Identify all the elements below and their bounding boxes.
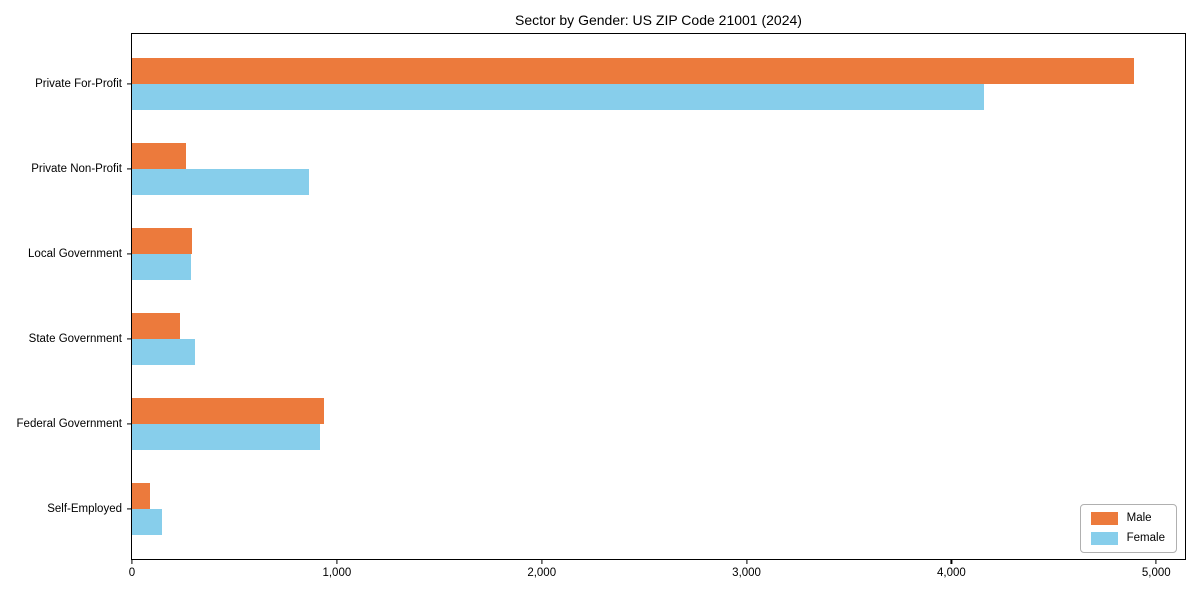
bar-male-3	[132, 313, 181, 339]
x-tick-mark	[745, 559, 748, 564]
bar-female-5	[132, 509, 162, 535]
y-tick-mark	[127, 508, 132, 510]
bar-male-2	[132, 228, 193, 254]
legend-item-male: Male	[1090, 512, 1165, 525]
y-tick-mark	[127, 253, 132, 255]
y-tick-label: Local Government	[28, 248, 122, 260]
bar-male-4	[132, 398, 325, 424]
legend-label: Female	[1126, 532, 1165, 544]
bar-male-0	[132, 58, 1134, 84]
legend-swatch-male	[1090, 512, 1118, 525]
bar-female-4	[132, 424, 321, 450]
bar-female-3	[132, 339, 196, 365]
y-tick-label: Federal Government	[16, 418, 122, 430]
bar-male-5	[132, 483, 151, 509]
x-tick-label: 5,000	[1141, 567, 1171, 579]
chart-title: Sector by Gender: US ZIP Code 21001 (202…	[515, 12, 802, 28]
y-tick-mark	[127, 83, 132, 85]
x-tick-mark	[541, 559, 543, 564]
x-tick-label: 1,000	[322, 567, 352, 579]
legend-item-female: Female	[1090, 532, 1165, 545]
y-tick-mark	[127, 168, 132, 170]
x-tick-mark	[336, 559, 338, 564]
bar-female-0	[132, 84, 984, 110]
x-tick-label: 0	[128, 567, 136, 579]
plot-area: Private For-Profit Private Non-Profit Loca…	[17, 33, 1186, 579]
y-tick-label: Private For-Profit	[35, 78, 122, 90]
legend: Male Female	[1079, 504, 1177, 553]
x-tick-mark	[950, 559, 952, 564]
x-tick-mark	[1155, 559, 1157, 564]
y-tick-label: Private Non-Profit	[31, 163, 122, 175]
x-tick-label: 3,000	[732, 567, 761, 579]
y-tick-label: Self-Employed	[47, 503, 122, 515]
bar-female-2	[132, 254, 192, 280]
bar-male-1	[132, 143, 187, 169]
y-tick-label: State Government	[28, 333, 122, 345]
bar-female-1	[132, 169, 309, 195]
legend-label: Male	[1126, 512, 1152, 524]
y-tick-mark	[127, 423, 132, 425]
x-tick-label: 4,000	[937, 567, 966, 579]
x-tick-mark	[131, 559, 133, 564]
y-tick-mark	[127, 338, 132, 340]
legend-swatch-female	[1090, 532, 1118, 545]
x-tick-label: 2,000	[527, 567, 557, 579]
